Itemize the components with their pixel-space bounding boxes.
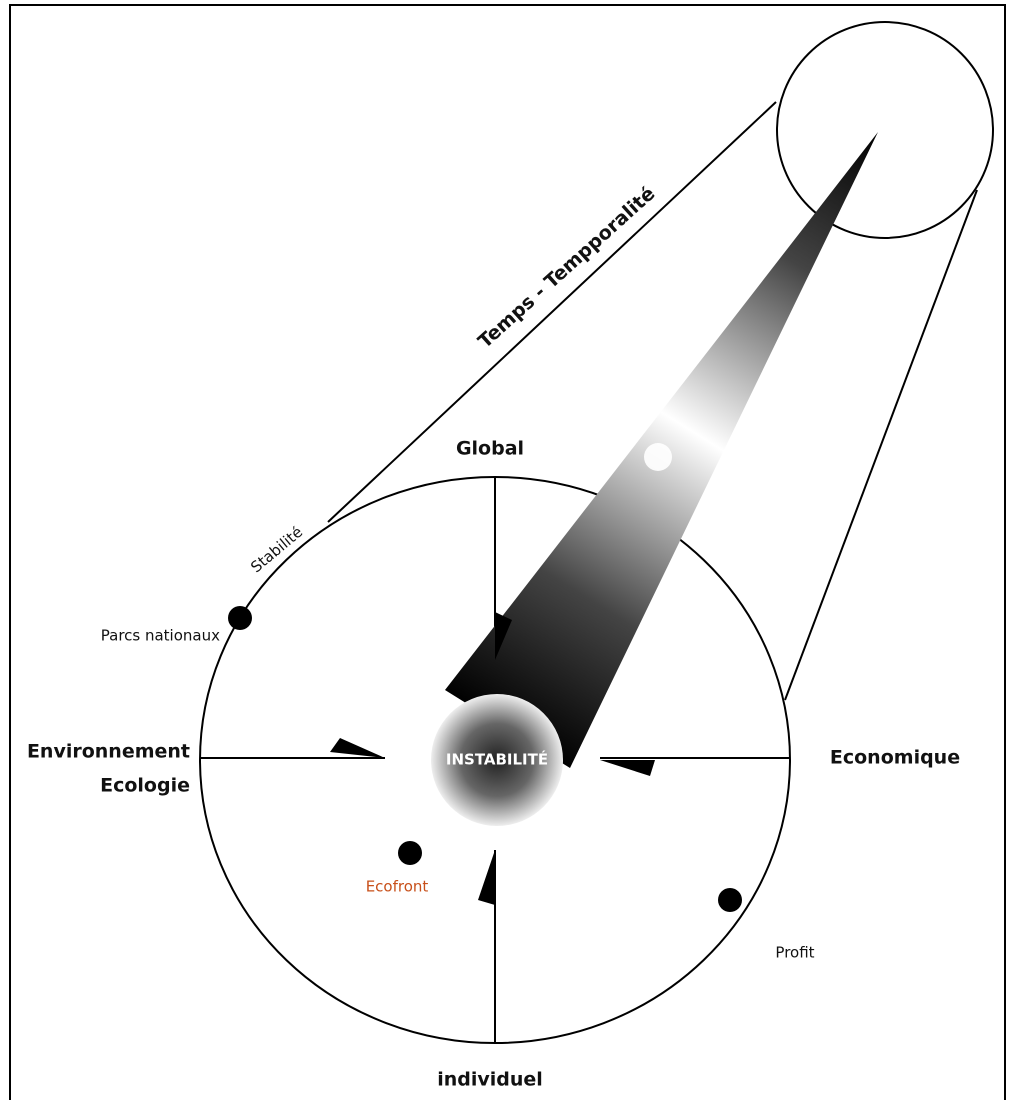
center-label: INSTABILITÉ (446, 750, 548, 769)
parks-label: Parcs nationaux (101, 627, 220, 645)
highlight (644, 443, 672, 471)
title: Temps - Tempporalité (474, 183, 659, 353)
axis-label: Economique (830, 747, 960, 769)
wedge (495, 612, 512, 660)
wedges (330, 612, 655, 905)
axis-label: Global (456, 438, 524, 460)
axis-label: Ecologie (100, 775, 190, 797)
tangent (784, 189, 978, 701)
wedge (330, 738, 385, 758)
tangent (327, 101, 777, 523)
wedge (478, 850, 495, 905)
dot (718, 888, 742, 912)
axis-label: individuel (437, 1069, 543, 1091)
outline (199, 21, 994, 1044)
main-circle (199, 476, 791, 1044)
axis-label: Environnement (27, 741, 190, 763)
frame (9, 4, 1006, 1100)
profit-label: Profit (775, 944, 814, 962)
dot (398, 841, 422, 865)
time-circle (776, 21, 994, 239)
wedge (600, 760, 655, 776)
dot (228, 606, 252, 630)
ecofront-label: Ecofront (366, 878, 429, 896)
instability-sphere (431, 694, 563, 826)
